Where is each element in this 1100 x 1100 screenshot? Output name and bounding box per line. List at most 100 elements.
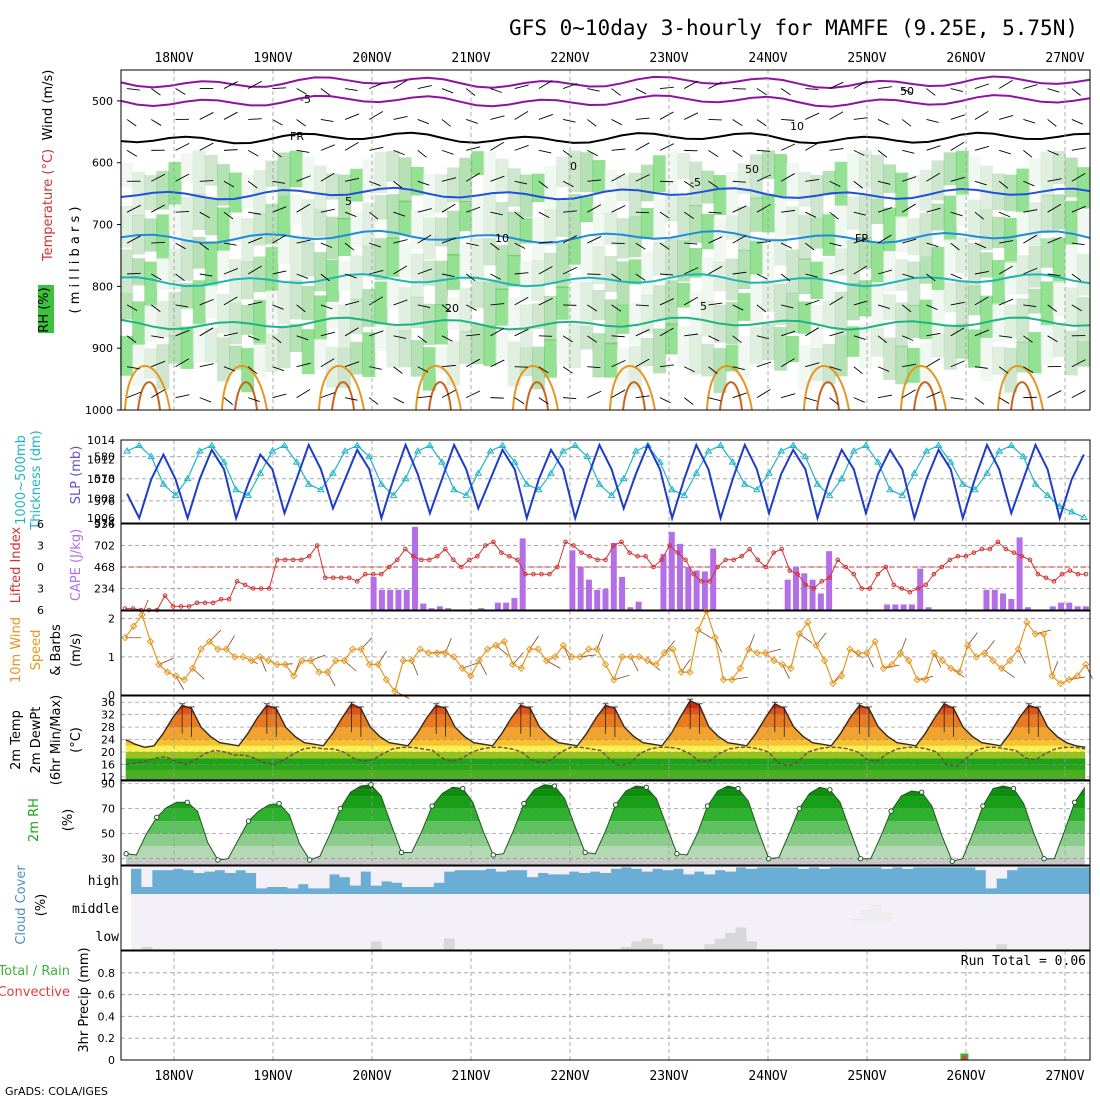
wind-barb (175, 394, 190, 399)
cloud-gap-high (474, 866, 486, 871)
rh-shade (289, 237, 303, 282)
speed-point (820, 656, 829, 665)
thickness-point (450, 485, 458, 493)
li-point (306, 553, 312, 559)
rh-shade (1028, 245, 1042, 288)
wind-barb (1023, 84, 1038, 89)
wind-barb (998, 180, 1009, 189)
thickness-point (813, 480, 822, 487)
thickness-point (232, 485, 240, 493)
rh-shade (192, 323, 206, 363)
thickness-point (195, 447, 204, 454)
rh-shade (798, 171, 812, 207)
wind-barb (126, 366, 140, 370)
wind-barb (1023, 335, 1033, 343)
cloud-gap-middle (203, 894, 215, 922)
rh-shade (616, 174, 630, 202)
wind-barb (974, 397, 985, 405)
wind-barb (708, 335, 720, 342)
speed-point (281, 660, 290, 669)
cloud-low-bar (641, 938, 653, 950)
li-point (226, 596, 232, 602)
cloud-gap-low (600, 922, 611, 950)
cloud-gap-high (579, 866, 591, 873)
wind-barb (223, 242, 237, 246)
wind-barb (247, 149, 259, 157)
cloud-gap-low (777, 922, 789, 950)
rh-shade (616, 304, 630, 334)
rh-shade (180, 326, 194, 369)
rh-shade (677, 326, 691, 368)
rh-point (184, 799, 191, 806)
cloud-gap-low (443, 922, 455, 939)
wind-barb (369, 111, 383, 120)
wind-barb (967, 632, 978, 646)
rh-band (126, 846, 1085, 859)
warm-contour (803, 365, 850, 411)
wind-barb (369, 296, 383, 306)
thickness-point (753, 485, 761, 493)
rh-shade (774, 327, 788, 371)
wind-barb (708, 397, 721, 402)
warm-contour (706, 365, 753, 411)
li-point (939, 564, 945, 570)
date-label: 27NOV (1045, 1069, 1084, 1084)
ylabel-thickness-b: Thickness (dm) (29, 430, 44, 530)
thickness-point (171, 491, 180, 498)
li-point (803, 582, 809, 588)
wind-barb (247, 265, 262, 275)
cloud-gap-middle (850, 894, 862, 920)
cloud-gap-middle (944, 894, 955, 922)
ylabel-temperature: Temperature (°C) (41, 149, 56, 262)
rh-shade (120, 249, 134, 293)
rh-shade (556, 243, 570, 288)
cloud-gap-low (162, 922, 174, 950)
rh-shade (967, 286, 981, 316)
wind-barb (998, 366, 1009, 374)
thickness-point (849, 447, 858, 454)
speed-point (972, 653, 980, 661)
wind-barb (272, 304, 284, 310)
rh-shade (216, 337, 230, 382)
wind-barb (926, 358, 941, 368)
wind-barb (683, 180, 695, 188)
cloud-gap-high (245, 866, 257, 873)
rh-shade (447, 340, 461, 386)
wind-barb (151, 360, 166, 368)
cloud-low-bar (704, 944, 716, 950)
rh-point (398, 849, 405, 856)
wind-barb (151, 335, 164, 339)
wind-barb (199, 298, 214, 306)
wind-barb (926, 332, 941, 337)
wind-barb (514, 84, 529, 89)
rh-shade (883, 250, 897, 292)
wind-barb (998, 211, 1011, 218)
wind-barb (417, 150, 427, 158)
ytick-label: 50 (101, 828, 115, 841)
rh-shade (180, 196, 194, 241)
cloud-low-bar (631, 941, 643, 950)
wind-barb (708, 211, 722, 214)
ytick-label: 600 (92, 157, 113, 170)
wind-barb (902, 238, 917, 244)
rh-band (126, 784, 1085, 790)
rh-shade (374, 195, 388, 220)
wind-barb (587, 179, 602, 182)
wind-barb (175, 88, 186, 95)
cloud-gap-middle (172, 894, 184, 922)
wind-barb (296, 304, 306, 313)
wind-barb (417, 180, 430, 186)
li-point (499, 550, 504, 555)
wind-barb (495, 645, 509, 656)
wind-barb (344, 242, 355, 251)
rh-shade (398, 157, 412, 203)
rh-shade (459, 330, 473, 364)
thickness-point (559, 447, 567, 454)
rh-shade (810, 304, 824, 350)
speed-point (686, 668, 694, 676)
rh-shade (834, 248, 848, 276)
speed-point (374, 660, 382, 669)
thickness-point (220, 458, 228, 465)
cloud-gap-low (1017, 922, 1028, 950)
